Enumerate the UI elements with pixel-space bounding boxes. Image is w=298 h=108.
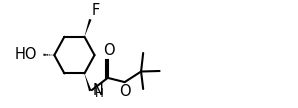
Text: O: O — [119, 84, 131, 99]
Polygon shape — [84, 19, 91, 37]
Text: N: N — [92, 83, 103, 98]
Text: H: H — [95, 87, 104, 100]
Text: HO: HO — [15, 47, 37, 62]
Polygon shape — [84, 73, 91, 91]
Text: F: F — [91, 3, 100, 18]
Text: O: O — [103, 43, 114, 58]
